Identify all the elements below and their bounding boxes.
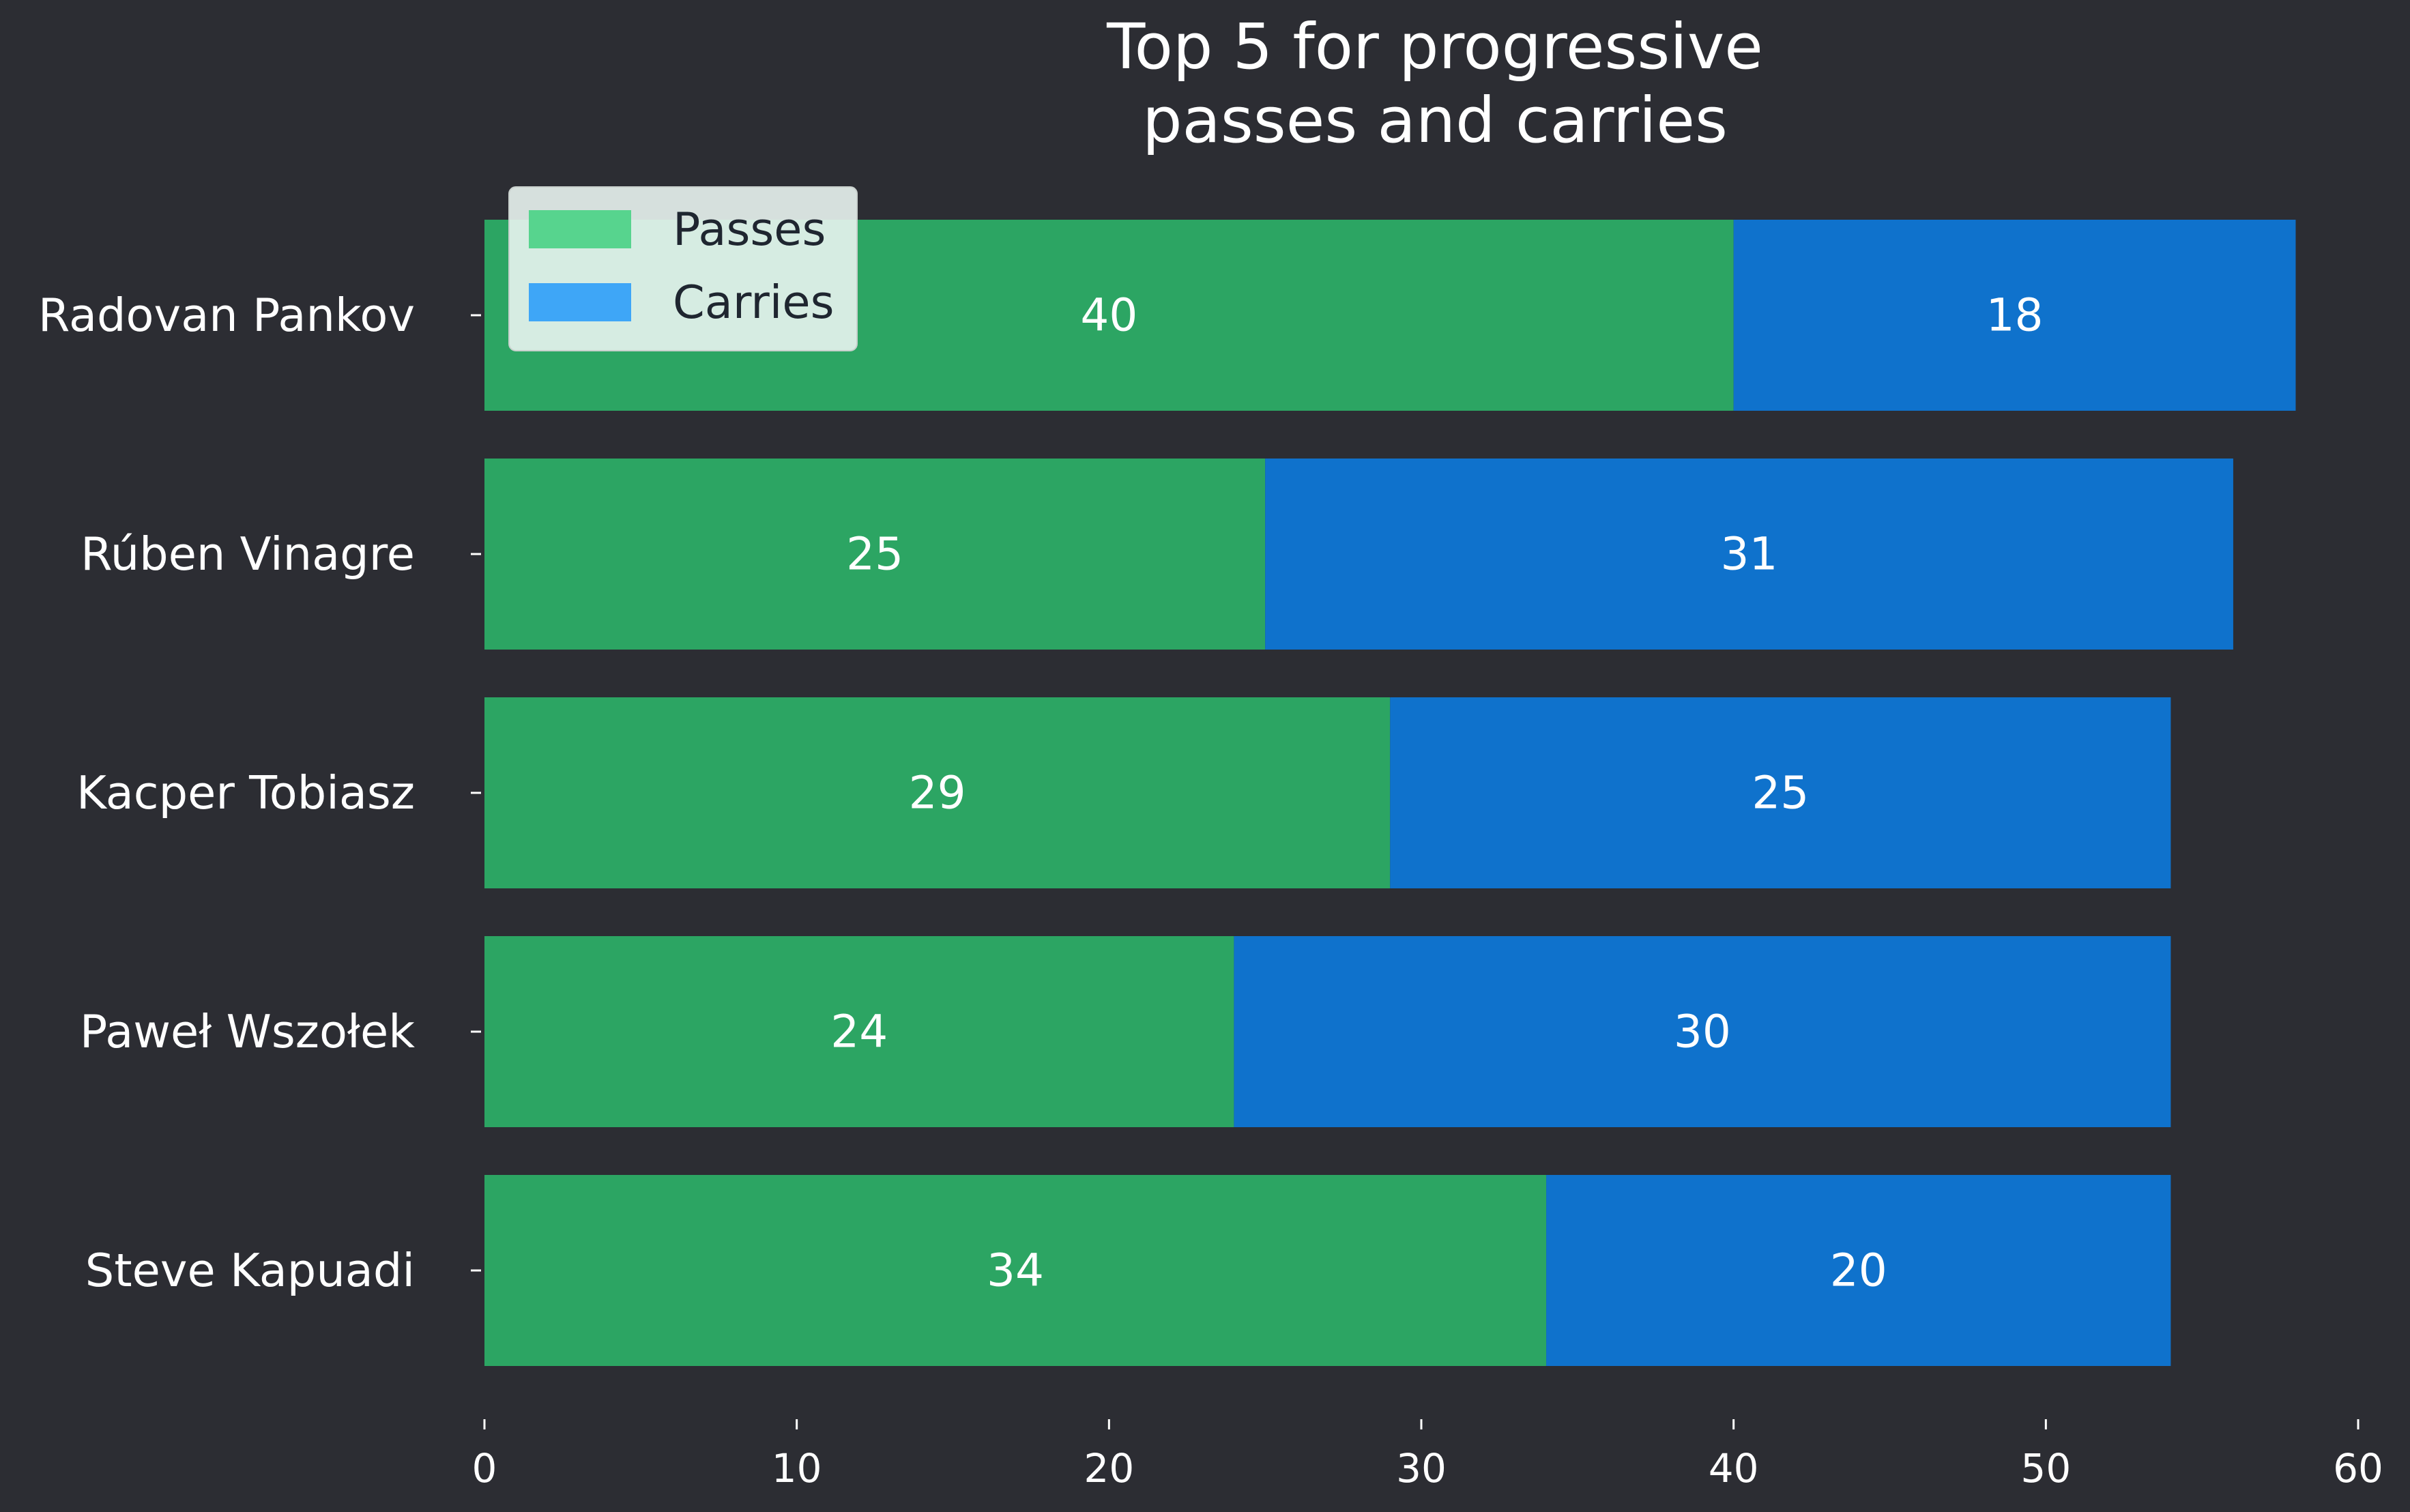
y-axis: Radovan Pankov Rúben Vinagre Kacper Tobias… [38,289,481,1297]
xtick-label-30: 30 [1396,1445,1447,1492]
bar-carries-steve-kapuadi [1546,1175,2171,1366]
bar-label-carries-ruben-vinagre: 31 [1721,528,1778,581]
bar-carries-ruben-vinagre [1265,459,2233,650]
bar-label-passes-kacper-tobiasz: 29 [909,767,966,819]
bar-label-carries-kacper-tobiasz: 25 [1752,767,1809,819]
xtick-label-20: 20 [1084,1445,1134,1492]
ytick-label-steve-kapuadi: Steve Kapuadi [85,1244,415,1297]
legend-label-passes: Passes [673,203,826,256]
bar-label-passes-steve-kapuadi: 34 [987,1245,1044,1297]
bar-passes-steve-kapuadi [484,1175,1547,1366]
legend-swatch-carries [529,283,631,321]
bar-label-passes-radovan-pankov: 40 [1080,289,1137,342]
xtick-label-0: 0 [472,1445,497,1492]
bar-carries-kacper-tobiasz [1390,697,2171,888]
bar-passes-kacper-tobiasz [484,697,1391,888]
bar-label-carries-radovan-pankov: 18 [1986,289,2044,342]
bar-passes-pawel-wszolek [484,936,1234,1127]
bar-carries-radovan-pankov [1733,220,2296,411]
bar-carries-pawel-wszolek [1234,936,2171,1127]
ytick-label-ruben-vinagre: Rúben Vinagre [81,527,415,581]
ytick-label-kacper-tobiasz: Kacper Tobiasz [76,766,415,819]
xtick-label-10: 10 [772,1445,822,1492]
xtick-label-40: 40 [1709,1445,1759,1492]
ytick-label-radovan-pankov: Radovan Pankov [38,289,415,342]
legend-swatch-passes [529,210,631,248]
bar-label-passes-pawel-wszolek: 24 [830,1006,888,1058]
bar-area: 40 18 25 31 29 25 24 30 34 20 [484,220,2296,1366]
x-axis: 0 10 20 30 40 50 60 [472,1419,2383,1492]
bar-label-passes-ruben-vinagre: 25 [846,528,903,581]
bar-passes-ruben-vinagre [484,459,1266,650]
bar-label-carries-pawel-wszolek: 30 [1674,1006,1731,1058]
legend: Passes Carries [508,186,858,351]
legend-label-carries: Carries [673,276,834,329]
xtick-label-60: 60 [2333,1445,2383,1492]
ytick-label-pawel-wszolek: Paweł Wszołek [80,1005,415,1058]
xtick-label-50: 50 [2020,1445,2071,1492]
chart-title-line-1: Top 5 for progressive [1106,10,1763,83]
chart-title-line-2: passes and carries [1142,84,1728,157]
bar-label-carries-steve-kapuadi: 20 [1830,1245,1887,1297]
